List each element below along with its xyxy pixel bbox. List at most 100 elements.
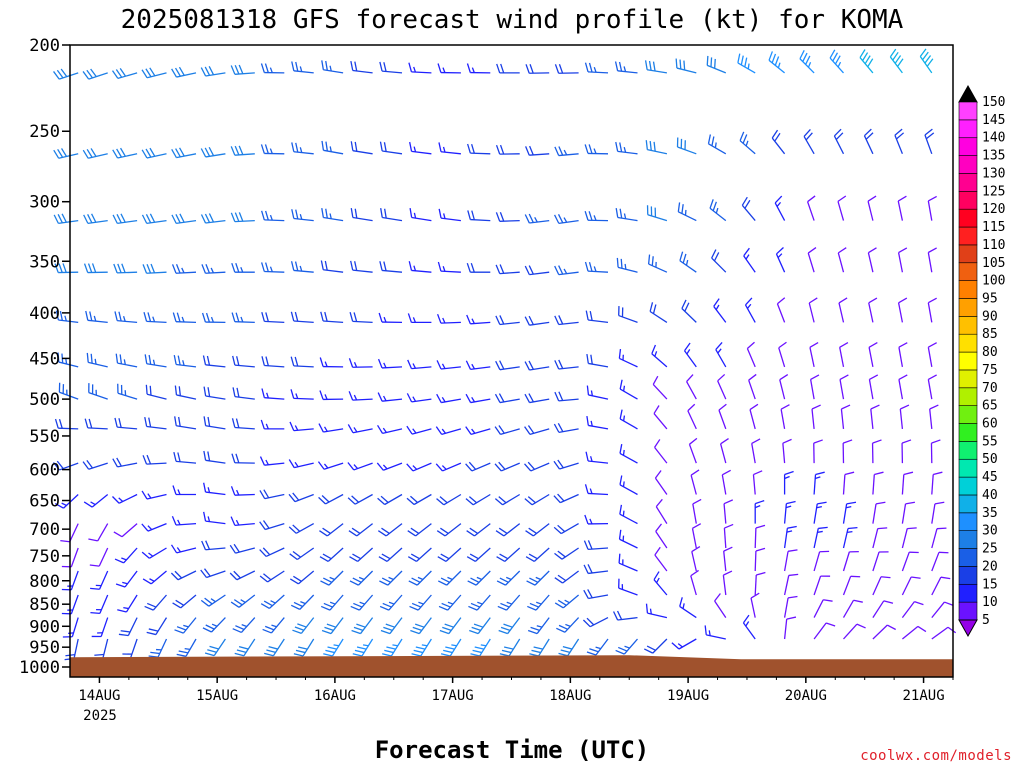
- wind-barb: [744, 297, 756, 323]
- wind-barb: [144, 594, 167, 611]
- terrain-surface: [70, 655, 953, 677]
- wind-barb: [612, 610, 638, 621]
- wind-barb: [776, 297, 786, 323]
- wind-barb: [82, 148, 108, 159]
- wind-barb: [919, 48, 934, 74]
- wind-barb: [495, 144, 520, 155]
- wind-barb: [704, 625, 726, 640]
- wind-barb: [53, 148, 79, 159]
- wind-barb: [290, 356, 314, 368]
- wind-barb: [172, 594, 197, 609]
- wind-barb: [813, 599, 833, 618]
- wind-barb: [809, 374, 820, 400]
- wind-barb: [868, 342, 878, 368]
- wind-barb: [261, 312, 285, 324]
- wind-barb: [713, 298, 727, 323]
- wind-barb: [350, 61, 373, 74]
- wind-barb: [897, 297, 908, 323]
- wind-barb: [350, 208, 373, 222]
- wind-barb: [651, 344, 668, 368]
- wind-barb: [872, 527, 888, 549]
- wind-barb: [583, 589, 609, 600]
- colorbar-swatch: [958, 262, 978, 281]
- wind-barb: [436, 493, 462, 506]
- wind-barb: [867, 195, 877, 221]
- wind-barb: [931, 551, 949, 572]
- x-tick-label: 18AUG: [549, 688, 591, 704]
- colorbar-label: 100: [982, 274, 1005, 289]
- wind-barb: [709, 199, 727, 222]
- wind-barb: [898, 374, 908, 400]
- wind-barb: [230, 145, 255, 156]
- wind-barb: [525, 64, 550, 74]
- wind-barb: [723, 499, 734, 524]
- wind-barb: [813, 550, 830, 572]
- wind-barb: [498, 617, 521, 635]
- wind-barb: [584, 514, 609, 525]
- wind-barb: [931, 527, 947, 549]
- wind-barb: [85, 310, 108, 324]
- wind-barb: [289, 547, 315, 561]
- wind-barb: [524, 425, 550, 436]
- wind-barb: [469, 617, 491, 635]
- wind-barb: [719, 438, 729, 464]
- y-tick-label: 200: [29, 36, 60, 56]
- wind-barb: [931, 501, 945, 524]
- wind-barb: [112, 493, 138, 504]
- wind-barb: [754, 547, 766, 572]
- colorbar-swatch: [958, 101, 978, 121]
- wind-barb: [813, 501, 827, 524]
- wind-barb: [436, 313, 461, 324]
- wind-barb: [931, 601, 954, 619]
- wind-barb: [553, 523, 579, 535]
- wind-barb: [320, 311, 344, 324]
- wind-barb: [230, 486, 255, 496]
- wind-barb: [204, 638, 226, 657]
- wind-barb: [62, 617, 79, 638]
- wind-barb: [259, 547, 285, 558]
- colorbar-label: 40: [982, 488, 998, 503]
- wind-barb: [778, 341, 787, 368]
- x-tick-label: 17AUG: [432, 688, 474, 704]
- wind-barb: [435, 426, 462, 436]
- wind-barb: [495, 360, 520, 371]
- wind-barb: [840, 404, 851, 429]
- wind-barb: [527, 617, 550, 635]
- wind-barb: [655, 523, 668, 549]
- wind-barb: [261, 210, 285, 222]
- wind-barb: [438, 208, 461, 222]
- wind-barb: [377, 424, 403, 435]
- wind-barb: [111, 68, 138, 80]
- year-label: 2025: [83, 708, 117, 724]
- colorbar-swatch: [958, 316, 978, 335]
- colorbar-swatch: [958, 405, 978, 424]
- wind-barb: [927, 247, 937, 273]
- wind-barb: [319, 357, 344, 368]
- wind-barb: [409, 141, 432, 155]
- colorbar-swatch: [958, 280, 978, 299]
- colorbar-swatch: [958, 441, 978, 460]
- colorbar-swatch: [958, 173, 978, 192]
- wind-barb: [829, 49, 844, 74]
- colorbar-swatch: [958, 423, 978, 442]
- wind-barb: [141, 67, 167, 79]
- wind-barb: [466, 547, 491, 562]
- wind-barb: [872, 501, 886, 524]
- wind-barb: [558, 638, 580, 657]
- colorbar-label: 30: [982, 524, 998, 539]
- wind-barb: [872, 551, 889, 572]
- wind-barb: [554, 391, 579, 402]
- colorbar-swatch: [958, 494, 978, 514]
- colorbar-label: 10: [982, 595, 998, 610]
- wind-barb: [200, 146, 226, 158]
- wind-barb: [350, 594, 374, 611]
- wind-barb: [721, 469, 731, 495]
- wind-barb: [90, 594, 109, 615]
- wind-barb: [90, 570, 109, 590]
- wind-barb: [927, 297, 937, 323]
- wind-barb: [144, 417, 167, 430]
- wind-barb: [780, 404, 790, 430]
- wind-barb: [615, 638, 638, 655]
- wind-barb: [437, 63, 461, 74]
- wind-barb: [321, 617, 344, 635]
